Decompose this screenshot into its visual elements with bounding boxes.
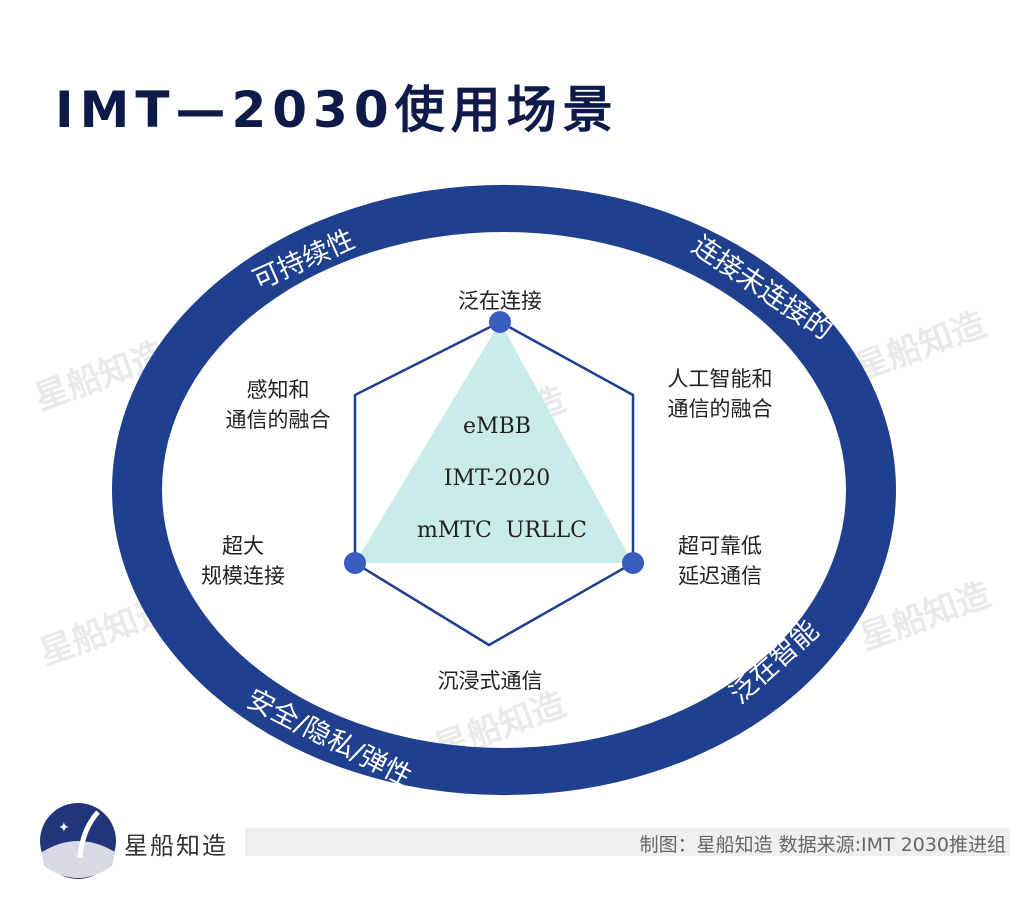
- scenario-sensing-line1: 感知和: [247, 378, 310, 402]
- brand-logo: ✦: [40, 803, 116, 879]
- scenario-ubiquitous-connectivity: 泛在连接: [458, 289, 542, 313]
- footer-bar: [245, 828, 1010, 856]
- footer-credit: 制图：星船知造 数据来源:IMT 2030推进组: [639, 834, 1006, 856]
- watermark: 星船知造: [849, 304, 990, 388]
- page-title: IMT—2030使用场景: [55, 81, 619, 139]
- scenario-massive-line1: 超大: [222, 534, 264, 558]
- scenario-ai-line1: 人工智能和: [668, 367, 773, 391]
- star-icon: ✦: [58, 820, 70, 836]
- scenario-ai-line2: 通信的融合: [668, 397, 773, 421]
- vertex-dot-top: [489, 311, 511, 333]
- scenario-hrllc-line2: 延迟通信: [678, 564, 762, 588]
- hexagon: [353, 320, 635, 647]
- center-imt2020: IMT-2020: [444, 466, 550, 491]
- scenario-hrllc-line1: 超可靠低: [678, 534, 762, 558]
- vertex-dot-right: [622, 552, 644, 574]
- imt2020-triangle: [355, 322, 633, 563]
- center-mmtc-urllc: mMTC URLLC: [417, 518, 587, 543]
- vertex-dot-left: [344, 552, 366, 574]
- scenario-sensing-line2: 通信的融合: [226, 408, 331, 432]
- scenario-massive-line2: 规模连接: [201, 564, 285, 588]
- center-embb: eMBB: [463, 414, 531, 439]
- scenario-immersive: 沉浸式通信: [438, 669, 543, 693]
- brand-name: 星船知造: [124, 832, 228, 860]
- ring-label-connect-unconnected: 连接未连接的: [686, 230, 838, 346]
